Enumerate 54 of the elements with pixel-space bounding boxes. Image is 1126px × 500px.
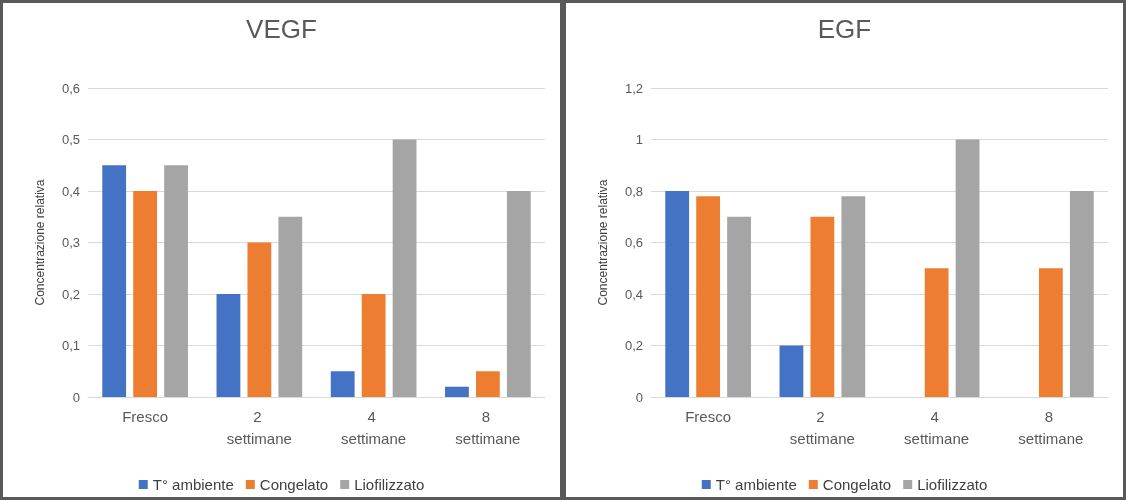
- y-tick-label: 0,3: [61, 235, 80, 250]
- bar: [727, 216, 751, 397]
- y-tick-label: 1,2: [624, 80, 643, 96]
- chart-title: VEGF: [246, 14, 317, 44]
- y-tick-label: 0,4: [61, 183, 80, 199]
- x-tick-label: 2 settimane: [789, 407, 855, 447]
- bar: [361, 294, 386, 397]
- legend-label: Liofilizzato: [917, 476, 988, 493]
- bar: [164, 165, 188, 397]
- y-tick-label: 0,5: [61, 132, 80, 147]
- legend-label: Congelato: [259, 476, 329, 493]
- bar: [247, 242, 272, 397]
- y-tick-label: 0: [72, 389, 80, 405]
- y-tick-label: 0,6: [624, 235, 643, 250]
- bar: [696, 196, 721, 397]
- bar: [1038, 268, 1063, 397]
- bar: [278, 216, 303, 397]
- bar: [1069, 191, 1094, 397]
- y-tick-label: 0,2: [61, 286, 80, 302]
- y-axis-title: Concentrazione relativa: [596, 179, 610, 306]
- bar: [955, 139, 980, 397]
- bar: [216, 294, 241, 397]
- bar: [810, 216, 835, 397]
- bar: [445, 386, 469, 397]
- x-tick-label: Fresco: [685, 407, 732, 425]
- x-tick-label: 4 settimane: [904, 407, 970, 447]
- bar: [392, 139, 417, 397]
- bar: [475, 371, 500, 397]
- bar: [102, 165, 127, 397]
- bar: [924, 268, 949, 397]
- bar: [506, 191, 531, 397]
- legend-label: Liofilizzato: [354, 476, 425, 493]
- y-tick-label: 0,8: [624, 183, 643, 199]
- legend-label: Congelato: [822, 476, 892, 493]
- bar: [841, 196, 866, 397]
- y-tick-label: 0,2: [624, 338, 643, 353]
- y-tick-label: 0,1: [61, 338, 80, 353]
- bar: [133, 191, 158, 397]
- chart-title: EGF: [817, 14, 872, 44]
- x-tick-label: 8 settimane: [455, 407, 521, 447]
- y-axis-title: Concentrazione relativa: [33, 179, 47, 306]
- x-tick-label: 2 settimane: [226, 407, 292, 447]
- x-tick-label: 4 settimane: [341, 407, 407, 447]
- legend-label: T° ambiente: [152, 476, 234, 493]
- bar: [665, 191, 690, 397]
- x-tick-label: Fresco: [122, 407, 169, 425]
- y-tick-label: 0,6: [61, 80, 80, 96]
- bar: [330, 371, 355, 397]
- x-tick-label: 8 settimane: [1018, 407, 1084, 447]
- legend-label: T° ambiente: [715, 476, 797, 493]
- bar: [779, 345, 804, 397]
- y-tick-label: 1: [635, 132, 643, 147]
- y-tick-label: 0: [635, 389, 643, 405]
- y-tick-label: 0,4: [624, 286, 643, 302]
